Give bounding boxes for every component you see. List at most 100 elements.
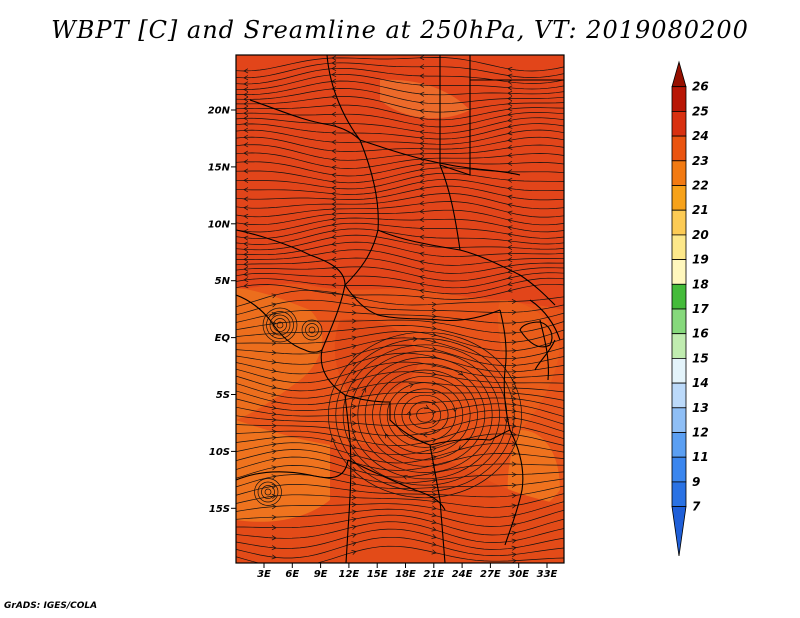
- streamline-arrow: [243, 187, 249, 193]
- streamline-arrow: [431, 485, 437, 491]
- streamline-arrow: [271, 391, 277, 397]
- streamline-arrow: [351, 495, 357, 501]
- streamline: [236, 152, 564, 169]
- streamline-arrow: [271, 376, 277, 382]
- streamline-arrow: [507, 225, 513, 231]
- streamline-arrow: [419, 141, 425, 147]
- eddy-streamline: [308, 326, 316, 334]
- streamline: [236, 217, 564, 233]
- streamline-arrow: [419, 108, 425, 114]
- streamline-arrow: [507, 96, 513, 102]
- streamline-arrow: [271, 435, 277, 441]
- streamline-arrow: [507, 177, 513, 183]
- streamline-arrow: [271, 449, 277, 455]
- lat-label: 5N: [215, 276, 231, 287]
- streamline-arrow: [351, 412, 357, 418]
- lon-axis: 3E 6E 9E 12E 15E 18E 21E 24E 27E 30E 33E: [257, 563, 558, 580]
- boundary-line: [429, 429, 511, 446]
- colorbar-bin: [671, 160, 687, 186]
- streamline-arrow: [431, 491, 437, 497]
- streamline-arrow: [419, 172, 425, 178]
- colorbar-label: 24: [692, 129, 709, 143]
- streamline: [236, 465, 564, 484]
- streamline-arrow: [507, 210, 513, 216]
- colorbar-label: 7: [692, 500, 701, 514]
- colorbar-label: 16: [692, 327, 709, 341]
- eddy-streamline: [262, 307, 298, 343]
- streamline-arrow: [243, 241, 249, 247]
- streamline: [236, 228, 564, 245]
- colorbar-bin: [671, 283, 687, 310]
- colorbar-bin: [671, 259, 687, 285]
- colorbar-label: 17: [692, 302, 709, 316]
- streamline-arrow: [271, 311, 277, 317]
- streamline: [236, 67, 564, 85]
- streamline-arrow: [511, 482, 517, 488]
- streamline-arrow: [431, 505, 437, 511]
- field-west-cool: [236, 288, 323, 420]
- streamline-arrow: [351, 302, 357, 308]
- boundary-line: [429, 444, 446, 563]
- streamline-arrow: [243, 127, 249, 133]
- colorbar-label: 21: [692, 203, 709, 217]
- streamline: [236, 80, 564, 96]
- boundary-line: [499, 309, 511, 431]
- streamline-arrow: [243, 177, 249, 183]
- streamline-arrow: [511, 408, 517, 414]
- streamline-arrow: [511, 396, 517, 402]
- colorbar-top-arrow: [671, 60, 687, 88]
- lat-axis: 20N 15N 10N 5N EQ 5S 10S 15S: [208, 106, 236, 515]
- streamline-arrow: [507, 232, 513, 238]
- colorbar-label: 19: [692, 253, 709, 267]
- streamline: [236, 193, 564, 210]
- lat-label: 5S: [216, 390, 230, 401]
- streamline-arrow: [351, 466, 357, 472]
- streamline-arrow: [419, 294, 425, 300]
- streamline-arrow: [507, 275, 513, 281]
- streamline-arrow: [271, 405, 277, 411]
- streamline-arrow: [243, 205, 249, 211]
- lon-label: 9E: [314, 569, 328, 580]
- streamline: [236, 381, 564, 399]
- streamline-arrow: [431, 455, 437, 461]
- colorbar-label: 22: [692, 179, 709, 193]
- gyre-streamline: [364, 363, 486, 467]
- streamline-arrow: [331, 241, 337, 247]
- streamline-arrow: [431, 534, 437, 539]
- streamline-arrow: [243, 277, 249, 283]
- gyre-streamline: [350, 350, 500, 480]
- streamline-arrow: [331, 179, 337, 185]
- streamline: [236, 536, 564, 559]
- streamline-arrow: [419, 73, 425, 79]
- colorbar-bin: [671, 111, 687, 137]
- streamline-arrow: [419, 179, 425, 184]
- streamline-arrow: [243, 266, 249, 272]
- streamline-arrow: [408, 382, 414, 388]
- colorbar-bin: [671, 135, 687, 162]
- streamline: [236, 352, 564, 375]
- boundary-line: [344, 394, 352, 563]
- streamline-arrow: [507, 117, 513, 123]
- streamline-arrow: [431, 446, 437, 452]
- streamline-arrow: [431, 313, 437, 319]
- streamline: [236, 104, 564, 121]
- streamline-arrow: [243, 86, 249, 93]
- streamline-arrow: [331, 234, 337, 240]
- streamline-arrow: [431, 354, 437, 360]
- streamline: [236, 325, 564, 343]
- streamline-arrow: [507, 263, 513, 269]
- boundary-line: [320, 284, 346, 396]
- eddy-streamline: [261, 485, 275, 499]
- colorbar-label: 11: [692, 450, 709, 464]
- colorbar-bin: [671, 382, 687, 409]
- streamline-arrow: [431, 428, 437, 434]
- streamline-arrow: [511, 320, 517, 326]
- streamline: [236, 73, 564, 90]
- streamline-arrow: [511, 330, 517, 336]
- streamline-arrow: [271, 423, 277, 429]
- eddy-streamline: [276, 321, 284, 329]
- streamline: [236, 299, 564, 316]
- eddy-streamline: [257, 481, 279, 503]
- streamline: [236, 201, 564, 218]
- streamline-arrow: [511, 552, 517, 558]
